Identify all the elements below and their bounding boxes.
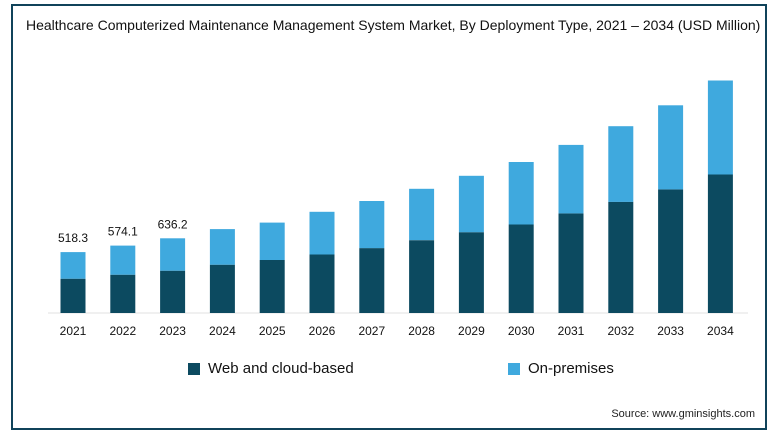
bar-web-cloud-2029 xyxy=(458,232,484,313)
bar-web-cloud-2033 xyxy=(658,189,684,313)
bar-on-premises-2031 xyxy=(558,144,584,214)
bar-web-cloud-2026 xyxy=(309,254,335,313)
x-tick-label-2033: 2033 xyxy=(657,324,684,338)
legend-item-on-premises: On-premises xyxy=(508,360,614,377)
bar-on-premises-2034 xyxy=(707,80,733,175)
bar-web-cloud-2027 xyxy=(359,248,385,313)
legend-swatch-on-premises xyxy=(508,362,520,375)
legend-item-web-cloud: Web and cloud-based xyxy=(188,360,354,377)
data-label-2023: 636.2 xyxy=(158,217,188,231)
chart-title: Healthcare Computerized Maintenance Mana… xyxy=(26,17,761,33)
x-tick-label-2029: 2029 xyxy=(458,324,485,338)
x-tick-label-2032: 2032 xyxy=(607,324,634,338)
bar-on-premises-2032 xyxy=(608,126,634,202)
x-tick-label-2023: 2023 xyxy=(159,324,186,338)
x-tick-label-2034: 2034 xyxy=(707,324,734,338)
x-tick-label-2026: 2026 xyxy=(309,324,336,338)
bar-web-cloud-2034 xyxy=(707,174,733,313)
bar-web-cloud-2030 xyxy=(508,224,534,313)
x-tick-label-2021: 2021 xyxy=(60,324,87,338)
legend-label-web-cloud: Web and cloud-based xyxy=(208,360,354,377)
bar-on-premises-2021 xyxy=(60,252,86,279)
chart-frame xyxy=(11,4,767,430)
bar-on-premises-2024 xyxy=(209,229,235,265)
bar-on-premises-2033 xyxy=(658,105,684,190)
x-tick-label-2030: 2030 xyxy=(508,324,535,338)
legend-label-on-premises: On-premises xyxy=(528,360,614,377)
data-label-2021: 518.3 xyxy=(58,231,88,245)
bar-on-premises-2030 xyxy=(508,162,534,225)
source-note: Source: www.gminsights.com xyxy=(611,408,755,420)
legend-swatch-web-cloud xyxy=(188,362,200,375)
bar-on-premises-2025 xyxy=(259,222,285,260)
bar-web-cloud-2023 xyxy=(160,270,186,313)
bar-web-cloud-2028 xyxy=(409,240,435,313)
bar-on-premises-2029 xyxy=(458,175,484,233)
x-tick-label-2024: 2024 xyxy=(209,324,236,338)
bar-on-premises-2028 xyxy=(409,188,435,241)
bar-on-premises-2022 xyxy=(110,245,136,275)
bar-on-premises-2023 xyxy=(160,238,186,271)
x-tick-label-2027: 2027 xyxy=(358,324,385,338)
bar-web-cloud-2032 xyxy=(608,201,634,313)
data-label-2022: 574.1 xyxy=(108,225,138,239)
bar-web-cloud-2031 xyxy=(558,213,584,313)
bar-on-premises-2027 xyxy=(359,201,385,249)
bar-web-cloud-2021 xyxy=(60,278,86,313)
x-tick-label-2031: 2031 xyxy=(558,324,585,338)
x-tick-label-2028: 2028 xyxy=(408,324,435,338)
x-tick-label-2025: 2025 xyxy=(259,324,286,338)
bar-web-cloud-2024 xyxy=(209,264,235,313)
x-tick-label-2022: 2022 xyxy=(109,324,136,338)
bar-web-cloud-2022 xyxy=(110,274,136,313)
bar-on-premises-2026 xyxy=(309,211,335,255)
bar-web-cloud-2025 xyxy=(259,260,285,313)
